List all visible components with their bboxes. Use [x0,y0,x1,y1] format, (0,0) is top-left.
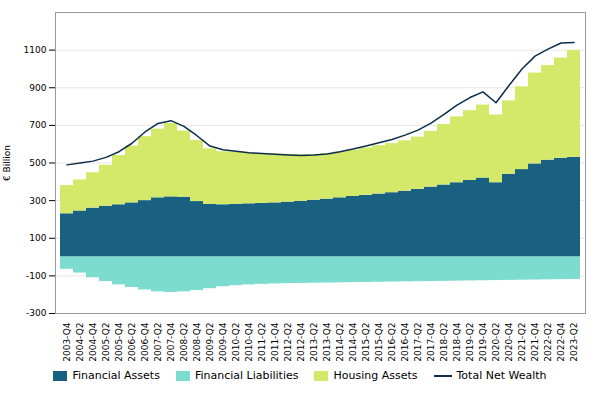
svg-text:2021-Q4: 2021-Q4 [530,322,540,362]
svg-text:2004-Q2: 2004-Q2 [75,323,85,362]
svg-text:2004-Q4: 2004-Q4 [88,322,98,362]
svg-text:500: 500 [29,158,46,168]
svg-text:2016-Q4: 2016-Q4 [400,322,410,362]
svg-text:2018-Q4: 2018-Q4 [452,322,462,362]
svg-text:2007-Q2: 2007-Q2 [153,323,163,362]
html-text:Financial Liabilities: Financial Liabilities [194,369,299,382]
svg-text:2019-Q4: 2019-Q4 [478,322,488,362]
svg-text:900: 900 [29,83,46,93]
svg-text:2020-Q2: 2020-Q2 [491,323,501,362]
svg-text:2022-Q2: 2022-Q2 [543,323,553,362]
svg-text:2006-Q4: 2006-Q4 [140,322,150,362]
svg-text:2011-Q4: 2011-Q4 [270,322,280,362]
svg-text:2013-Q4: 2013-Q4 [322,322,332,362]
svg-text:2014-Q2: 2014-Q2 [335,323,345,362]
svg-text:2011-Q2: 2011-Q2 [257,323,267,362]
svg-text:2021-Q2: 2021-Q2 [517,323,527,362]
svg-text:2006-Q2: 2006-Q2 [127,323,137,362]
svg-text:2017-Q4: 2017-Q4 [426,322,436,362]
svg-text:300: 300 [29,196,46,206]
svg-text:2013-Q2: 2013-Q2 [309,323,319,362]
svg-text:2008-Q4: 2008-Q4 [192,322,202,362]
svg-text:-100: -100 [26,271,47,281]
svg-text:2019-Q2: 2019-Q2 [465,323,475,362]
svg-text:2018-Q2: 2018-Q2 [439,323,449,362]
html-text:Housing Assets: Housing Assets [333,369,418,382]
svg-text:2005-Q2: 2005-Q2 [101,323,111,362]
svg-text:2015-Q4: 2015-Q4 [374,322,384,362]
svg-text:2009-Q4: 2009-Q4 [218,322,228,362]
svg-text:700: 700 [29,120,46,130]
svg-text:2022-Q4: 2022-Q4 [556,322,566,362]
svg-text:2009-Q2: 2009-Q2 [205,323,215,362]
svg-text:2017-Q2: 2017-Q2 [413,323,423,362]
svg-text:2012-Q2: 2012-Q2 [283,323,293,362]
svg-text:2003-Q4: 2003-Q4 [62,322,72,362]
svg-text:100: 100 [29,233,46,243]
svg-text:2015-Q2: 2015-Q2 [361,323,371,362]
svg-text:2023-Q2: 2023-Q2 [569,323,579,362]
svg-text:€ Billion: € Billion [2,145,12,181]
svg-text:2007-Q4: 2007-Q4 [166,322,176,362]
svg-text:2010-Q4: 2010-Q4 [244,322,254,362]
svg-text:2008-Q2: 2008-Q2 [179,323,189,362]
svg-text:2016-Q2: 2016-Q2 [387,323,397,362]
svg-text:1100: 1100 [24,45,47,55]
html-text:Total Net Wealth: Total Net Wealth [456,369,547,382]
svg-text:2010-Q2: 2010-Q2 [231,323,241,362]
svg-text:2020-Q4: 2020-Q4 [504,322,514,362]
svg-text:2012-Q4: 2012-Q4 [296,322,306,362]
svg-text:-300: -300 [26,308,47,318]
svg-text:2014-Q4: 2014-Q4 [348,322,358,362]
svg-text:2005-Q4: 2005-Q4 [114,322,124,362]
html-text:Financial Assets: Financial Assets [72,369,160,382]
